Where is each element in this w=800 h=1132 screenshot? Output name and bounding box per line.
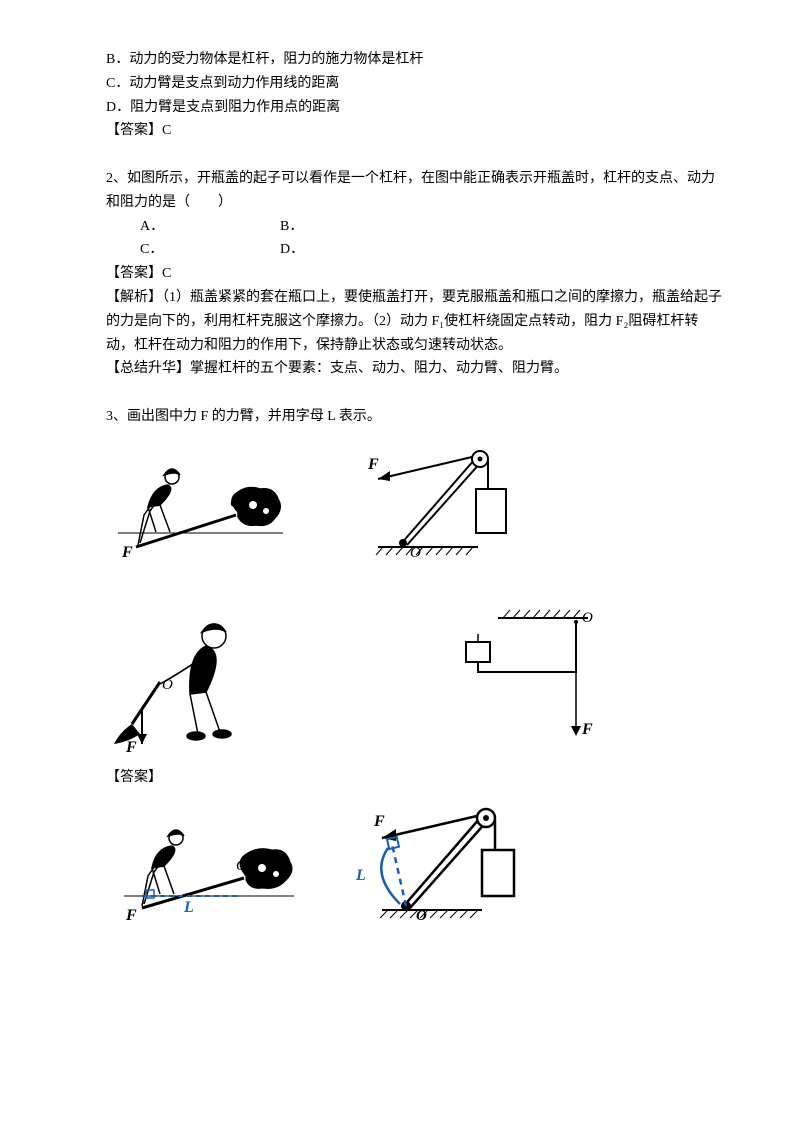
label-l: L	[183, 899, 194, 916]
label-f: F	[121, 544, 133, 561]
label-f: F	[367, 456, 379, 473]
q3-figure-row-1: O F	[98, 437, 722, 562]
fig-z-lever: O F	[428, 604, 608, 754]
label-l: L	[355, 867, 366, 884]
q2-prompt: 2、如图所示，开瓶盖的起子可以看作是一个杠杆，在图中能正确表示开瓶盖时，杠杆的支…	[106, 167, 722, 215]
fig-worker-pry: O F	[98, 437, 288, 562]
q2-option-a: A．	[140, 215, 280, 239]
label-o: O	[410, 545, 421, 561]
q2-options-row1: A． B．	[140, 215, 722, 239]
label-o: O	[162, 677, 173, 693]
q1-option-b: B．动力的受力物体是杠杆，阻力的施力物体是杠杆	[106, 48, 722, 72]
q3-answer-label: 【答案】	[106, 766, 722, 790]
fig-worker-pry-answer: O L F	[98, 796, 298, 926]
fig-crane-pulley-answer: O F L	[348, 796, 558, 926]
q2-option-b: B．	[280, 215, 420, 239]
q2-option-c: C．	[140, 238, 280, 262]
q2-explain: 【解析】（1）瓶盖紧紧的套在瓶口上，要使瓶盖打开，要克服瓶盖和瓶口之间的摩擦力，…	[106, 286, 722, 357]
label-f: F	[125, 739, 137, 754]
q3-prompt: 3、画出图中力 F 的力臂，并用字母 L 表示。	[106, 405, 722, 429]
label-o: O	[230, 495, 241, 511]
q1-option-c: C．动力臂是支点到动力作用线的距离	[106, 72, 722, 96]
label-f: F	[581, 721, 593, 738]
label-o: O	[416, 908, 427, 924]
q3-answer-row: O L F	[98, 796, 722, 926]
q3-figure-row-2: O F O	[98, 574, 722, 754]
q2-option-d: D．	[280, 238, 420, 262]
label-o: O	[236, 858, 247, 874]
q1-answer: 【答案】C	[106, 119, 722, 143]
label-o: O	[582, 610, 593, 626]
label-f: F	[125, 907, 137, 924]
q2-summary: 【总结升华】掌握杠杆的五个要素：支点、动力、阻力、动力臂、阻力臂。	[106, 357, 722, 381]
fig-crane-pulley: O F	[348, 437, 548, 562]
q2-answer: 【答案】C	[106, 262, 722, 286]
fig-worker-shovel: O F	[98, 574, 288, 754]
q2-options-row2: C． D．	[140, 238, 722, 262]
q1-option-d: D．阻力臂是支点到阻力作用点的距离	[106, 96, 722, 120]
label-f: F	[373, 813, 385, 830]
